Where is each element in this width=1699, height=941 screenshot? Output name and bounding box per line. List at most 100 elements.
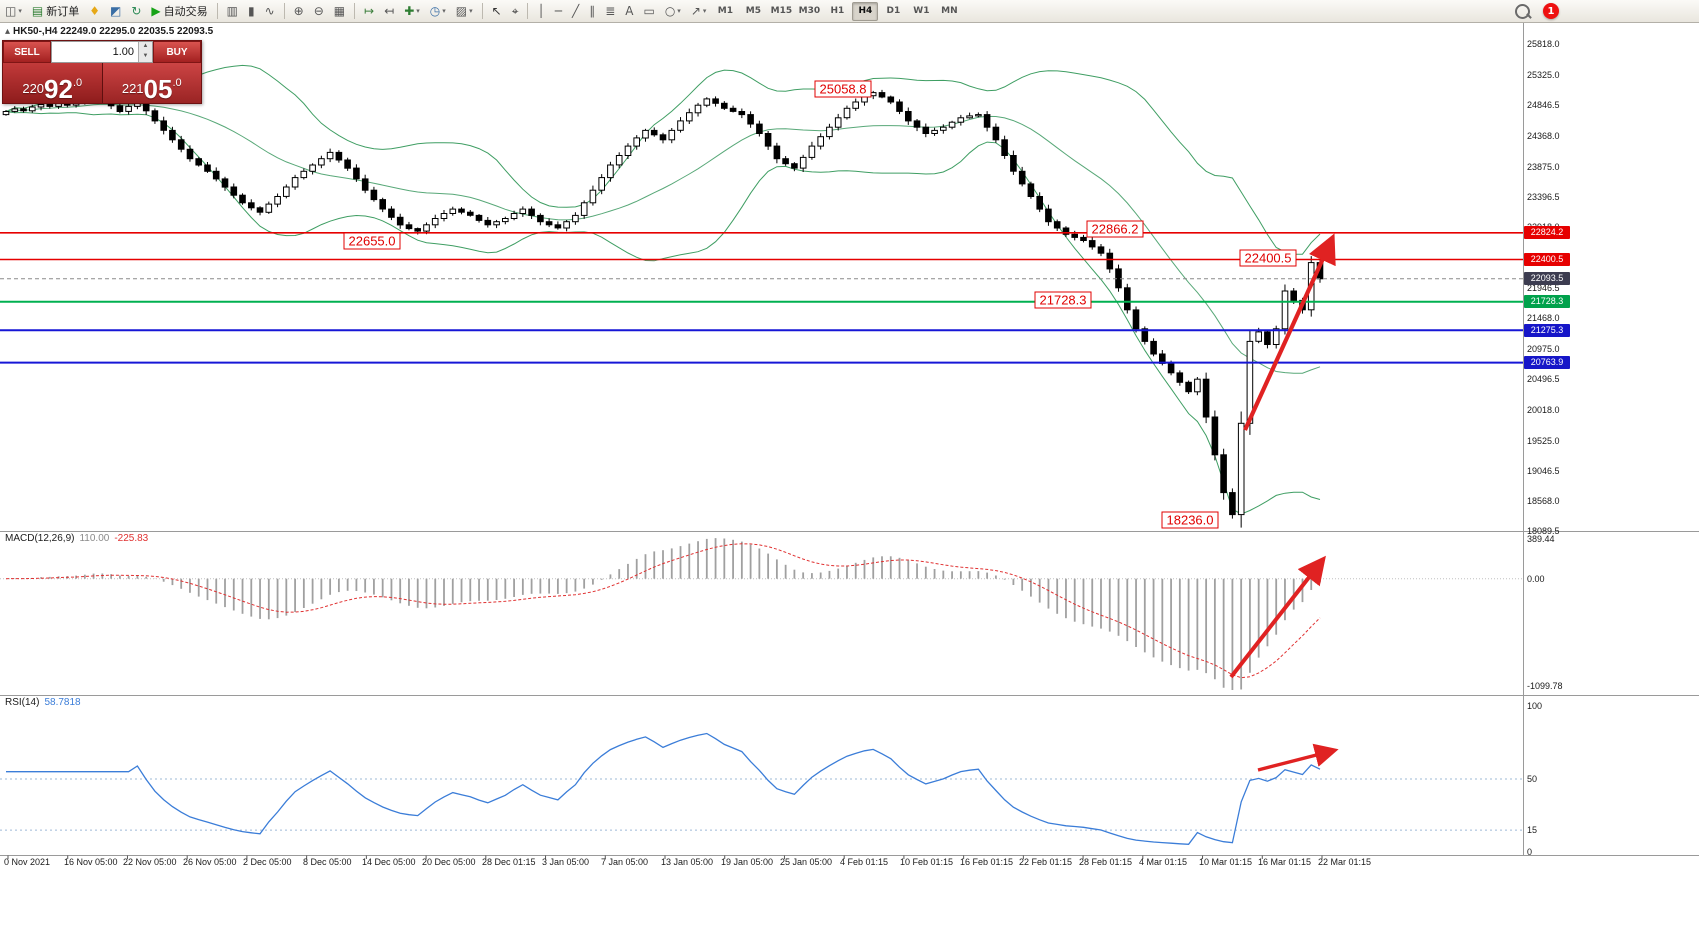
volume-input[interactable]: 1.00 ▲ ▼	[51, 41, 153, 63]
timeframe-h4[interactable]: H4	[852, 1, 879, 21]
rsi-line	[6, 732, 1321, 845]
price-annotation[interactable]: 21728.3	[1034, 291, 1092, 309]
timeframe-m15[interactable]: M15	[770, 6, 793, 16]
buy-button[interactable]: BUY	[153, 41, 201, 63]
timeframe-d1[interactable]: D1	[886, 6, 901, 16]
toolbar-separator	[354, 3, 356, 19]
macd-main-value: 110.00	[79, 533, 110, 544]
time-axis-label: 10 Mar 01:15	[1199, 857, 1253, 867]
chart-shift-button[interactable]: ↤	[380, 0, 398, 22]
refresh-button[interactable]: ↻	[127, 0, 145, 22]
vertical-line-button[interactable]: │	[533, 0, 548, 22]
chevron-down-icon: ▾	[702, 7, 707, 15]
time-axis-label: 22 Mar 01:15	[1318, 857, 1372, 867]
price-tag: 21728.3	[1524, 295, 1570, 308]
time-axis-label: 8 Dec 05:00	[303, 857, 352, 867]
label-button[interactable]: ▭	[639, 0, 658, 22]
price-annotation[interactable]: 25058.8	[814, 80, 872, 98]
time-axis-label: 4 Mar 01:15	[1139, 857, 1188, 867]
zoom-in-button[interactable]: ⊕	[290, 0, 308, 22]
crosshair-button[interactable]: ⌖	[508, 0, 523, 22]
template-icon: ▨	[455, 4, 468, 18]
timeframe-bar: M1 M5 M15 M30 H1 H4 D1 W1 MN	[711, 0, 963, 22]
new-order-icon: ▤	[31, 4, 44, 18]
macd-label: MACD(12,26,9)	[5, 533, 75, 544]
favorites-button[interactable]: ♦	[85, 0, 104, 22]
price-scale-label: 25818.0	[1527, 39, 1560, 49]
play-icon: ▶	[151, 4, 161, 18]
line-chart-icon: ∿	[264, 4, 275, 18]
price-scale-label: 24846.5	[1527, 100, 1560, 110]
line-chart-type-button[interactable]: ∿	[261, 0, 279, 22]
toolbar: ◫ ▾ ▤ 新订单 ♦ ◩ ↻ ▶ 自动交易 ▥ ▮ ∿ ⊕ ⊖ ▦ ↦ ↤ ✚ ▾ ◷ ▾ ▨ ▾ ↖ ⌖ │ ─ ╱ ∥ ≣ A ▭ ○ ▾ ↗…	[0, 0, 1699, 23]
new-order-button[interactable]: ▤ 新订单	[28, 0, 83, 22]
horizontal-line-icon: ─	[554, 4, 562, 18]
price-annotation[interactable]: 22655.0	[343, 232, 401, 250]
macd-header: MACD(12,26,9) 110.00 -225.83	[5, 533, 148, 544]
timeframe-w1[interactable]: W1	[913, 6, 930, 16]
time-axis-label: 16 Nov 05:00	[64, 857, 118, 867]
zoom-out-button[interactable]: ⊖	[310, 0, 328, 22]
arrows-button[interactable]: ↗ ▾	[687, 0, 711, 22]
timeframe-mn[interactable]: MN	[941, 6, 958, 16]
price-scale-label: 20018.0	[1527, 405, 1560, 415]
time-axis-label: 22 Feb 01:15	[1019, 857, 1073, 867]
auto-trading-button[interactable]: ▶ 自动交易	[147, 0, 211, 22]
time-axis-label: 22 Nov 05:00	[123, 857, 177, 867]
rsi-label: RSI(14)	[5, 697, 40, 708]
collapse-arrow-icon[interactable]: ▴	[5, 26, 11, 37]
toolbar-separator	[216, 3, 218, 19]
new-order-button-label: 新订单	[46, 5, 80, 18]
templates-button[interactable]: ▨ ▾	[452, 0, 477, 22]
time-axis-label: 13 Jan 05:00	[661, 857, 714, 867]
rsi-header: RSI(14) 58.7818	[5, 697, 81, 708]
volume-spinner-down[interactable]: ▼	[139, 52, 152, 62]
cursor-button[interactable]: ↖	[488, 0, 506, 22]
time-axis-label: 19 Jan 05:00	[721, 857, 774, 867]
toolbar-buttons: ◫ ▾ ▤ 新订单 ♦ ◩ ↻ ▶ 自动交易 ▥ ▮ ∿ ⊕ ⊖ ▦ ↦ ↤ ✚ ▾ ◷ ▾ ▨ ▾ ↖ ⌖ │ ─ ╱ ∥ ≣ A ▭ ○ ▾ ↗…	[0, 0, 711, 22]
auto-scroll-button[interactable]: ↦	[360, 0, 378, 22]
channel-icon: ∥	[589, 4, 596, 18]
price-scale-label: 18568.0	[1527, 496, 1560, 506]
tile-windows-icon: ▦	[333, 4, 346, 18]
price-annotation[interactable]: 22400.5	[1239, 249, 1297, 267]
channel-button[interactable]: ∥	[585, 0, 599, 22]
horizontal-line-button[interactable]: ─	[551, 0, 566, 22]
indicators-button[interactable]: ✚ ▾	[400, 0, 424, 22]
timeframe-h1[interactable]: H1	[830, 6, 845, 16]
volume-spinner-up[interactable]: ▲	[139, 42, 152, 52]
time-axis-label: 26 Nov 05:00	[183, 857, 237, 867]
toolbar-separator	[283, 3, 285, 19]
timeframe-m1[interactable]: M1	[717, 6, 733, 16]
trendline-button[interactable]: ╱	[568, 0, 583, 22]
timeframe-m30[interactable]: M30	[798, 6, 821, 16]
price-tag: 22093.5	[1524, 272, 1570, 285]
price-annotation[interactable]: 22866.2	[1086, 220, 1144, 238]
tile-windows-button[interactable]: ▦	[330, 0, 349, 22]
shapes-button[interactable]: ○ ▾	[661, 0, 685, 22]
rsi-scale-label: 100	[1527, 701, 1543, 711]
candle-chart-type-button[interactable]: ▮	[244, 0, 259, 22]
candle-chart-icon: ▮	[247, 4, 255, 18]
sell-price-display: 220 92.0	[3, 63, 102, 103]
candlestick-window-icon: ◫	[5, 4, 17, 18]
sell-price-prefix: 220	[22, 81, 45, 96]
shapes-icon: ○	[664, 4, 676, 18]
timeframe-m5[interactable]: M5	[745, 6, 761, 16]
price-tag: 22400.5	[1524, 253, 1570, 266]
macd-signal-value: -225.83	[114, 533, 149, 544]
notification-badge[interactable]: 1	[1543, 3, 1559, 19]
sell-button[interactable]: SELL	[3, 41, 51, 63]
bar-chart-type-button[interactable]: ▥	[223, 0, 242, 22]
rsi-panel	[0, 732, 1523, 845]
charts-button[interactable]: ◫ ▾	[1, 0, 26, 22]
fibonacci-button[interactable]: ≣	[601, 0, 619, 22]
price-annotation[interactable]: 18236.0	[1161, 511, 1219, 529]
search-button[interactable]	[1511, 0, 1534, 22]
profiles-button[interactable]: ◩	[106, 0, 125, 22]
toolbar-right: 1	[1510, 0, 1699, 22]
time-axis-label: 16 Mar 01:15	[1258, 857, 1312, 867]
periods-button[interactable]: ◷ ▾	[426, 0, 450, 22]
text-button[interactable]: A	[621, 0, 637, 22]
